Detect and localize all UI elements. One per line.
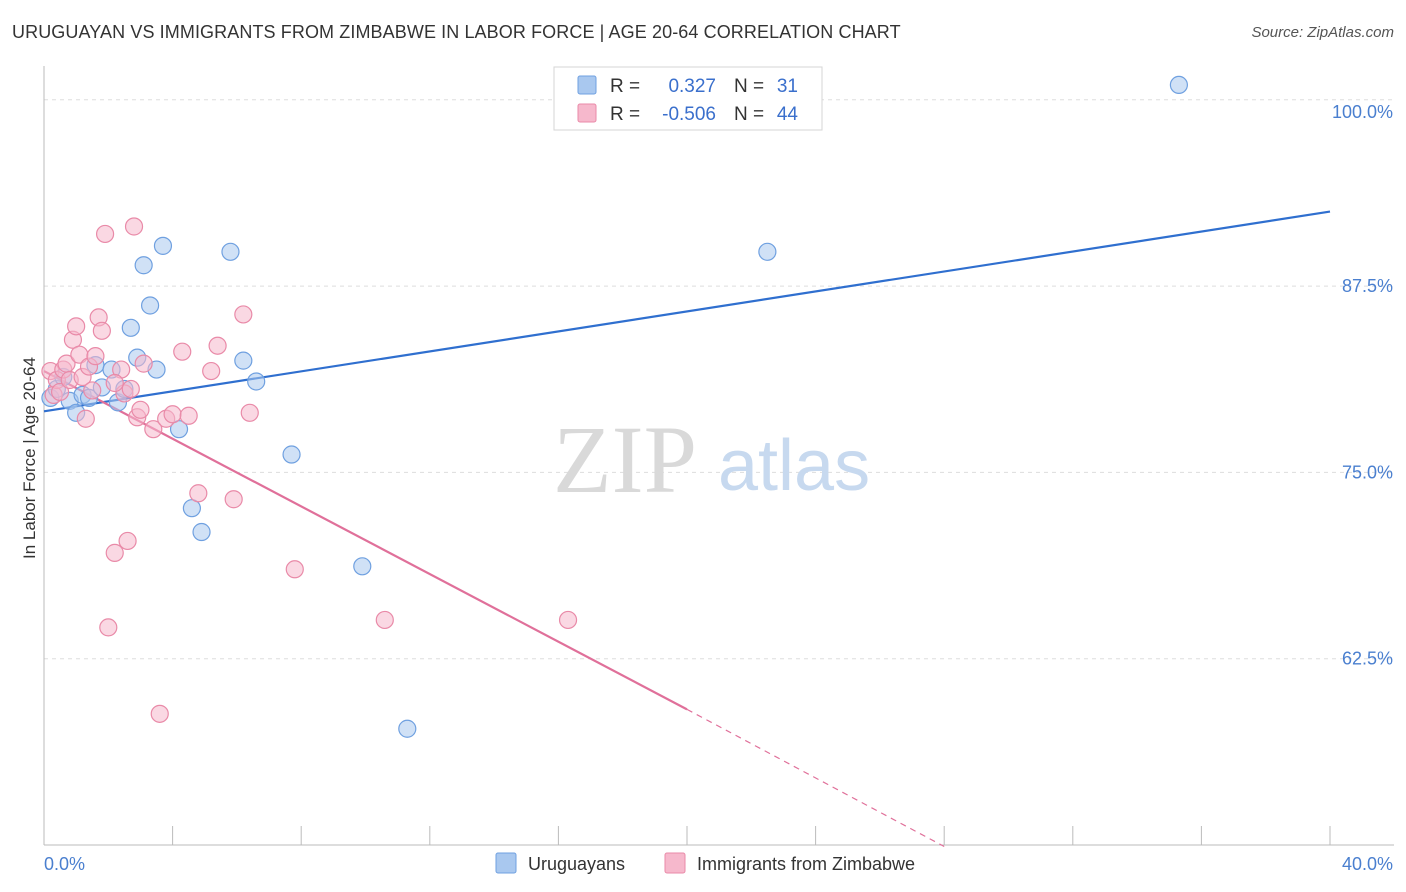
uruguayan-point-21: [221, 242, 240, 261]
x-tick-label-1: 40.0%: [1342, 854, 1393, 874]
source-label: Source: ZipAtlas.com: [1251, 24, 1394, 41]
zimbabwe-point-23: [121, 379, 140, 399]
zimbabwe-point-40: [285, 560, 304, 579]
legend-swatch-uruguayans: [495, 852, 517, 874]
legend-r-label: R =: [610, 104, 640, 125]
zimbabwe-point-37: [224, 490, 243, 509]
axes: [43, 66, 1394, 846]
zimbabwe-point-35: [202, 361, 221, 381]
uruguayan-point-25: [353, 557, 372, 576]
legend-r-value: -0.506: [662, 104, 716, 125]
y-tick-labels: 100.0% 87.5% 75.0% 62.5%: [1332, 102, 1393, 669]
zimbabwe-point-31: [163, 405, 182, 424]
zimbabwe-point-34: [189, 484, 208, 503]
zimbabwe-point-11: [76, 409, 95, 428]
legend-n-value: 44: [777, 104, 799, 125]
legend-swatch-zimbabwe: [664, 852, 686, 874]
zimbabwe-point-26: [131, 400, 150, 419]
zimbabwe-point-39: [240, 403, 259, 422]
legend-n-label: N =: [734, 76, 764, 97]
x-tick-label-0: 0.0%: [44, 854, 85, 874]
zimbabwe-point-16: [92, 321, 111, 340]
zimbabwe-point-33: [179, 406, 198, 425]
y-axis-label: In Labor Force | Age 20-64: [20, 357, 39, 559]
zimbabwe-trend-extension: [686, 708, 945, 848]
zimbabwe-point-24: [124, 217, 144, 236]
zimbabwe-point-29: [150, 704, 169, 723]
watermark-zip: ZIP: [553, 406, 697, 513]
zimbabwe-point-27: [134, 354, 153, 373]
uruguayan-point-24: [282, 445, 301, 464]
uruguayan-point-17: [153, 236, 173, 255]
y-tick-label-0: 100.0%: [1332, 102, 1393, 122]
zimbabwe-point-13: [83, 381, 102, 400]
watermark: ZIP atlas: [553, 406, 870, 513]
uruguayan-point-26: [398, 719, 417, 738]
trend-lines: [43, 210, 1331, 848]
zimbabwe-point-28: [144, 420, 163, 439]
watermark-atlas: atlas: [718, 426, 870, 506]
legend-r-label: R =: [610, 76, 640, 97]
zimbabwe-point-14: [86, 347, 105, 366]
legend-label-zimbabwe: Immigrants from Zimbabwe: [697, 854, 915, 874]
zimbabwe-point-19: [105, 543, 124, 562]
y-tick-label-3: 62.5%: [1342, 649, 1393, 669]
x-tick-labels: 0.0% 40.0%: [44, 854, 1393, 874]
uruguayan-point-12: [121, 318, 140, 337]
uruguayan-point-27: [758, 242, 777, 261]
zimbabwe-point-17: [95, 224, 115, 244]
uruguayan-point-14: [134, 256, 153, 275]
y-tick-label-1: 87.5%: [1342, 276, 1393, 296]
zimbabwe-point-43: [105, 373, 124, 393]
zimbabwe-point-8: [67, 317, 86, 336]
zimbabwe-point-32: [173, 342, 192, 361]
legend-n-value: 31: [777, 76, 798, 97]
legend-box: [553, 66, 823, 131]
legend-label-uruguayans: Uruguayans: [528, 854, 625, 874]
zimbabwe-point-41: [375, 610, 394, 630]
zimbabwe-point-3: [50, 382, 70, 402]
chart-title: URUGUAYAN VS IMMIGRANTS FROM ZIMBABWE IN…: [12, 22, 901, 42]
uruguayan-point-22: [234, 351, 253, 370]
legend-swatch-blue: [577, 75, 597, 95]
uruguayan-point-20: [192, 522, 211, 542]
zimbabwe-point-18: [99, 618, 118, 637]
legend-r-value: 0.327: [668, 76, 716, 97]
zimbabwe-point-36: [208, 336, 227, 355]
series-legend: Uruguayans Immigrants from Zimbabwe: [495, 852, 915, 874]
uruguayan-point-15: [140, 296, 160, 315]
zimbabwe-point-22: [118, 531, 137, 551]
correlation-legend: R = 0.327 N = 31 R = -0.506 N = 44: [553, 66, 823, 131]
legend-swatch-pink: [577, 103, 597, 123]
uruguayan-point-28: [1169, 75, 1188, 95]
zimbabwe-point-42: [558, 610, 578, 630]
data-points: [41, 75, 1188, 738]
uruguayan-point-23: [247, 372, 266, 391]
y-tick-label-2: 75.0%: [1342, 462, 1393, 482]
legend-n-label: N =: [734, 104, 764, 125]
zimbabwe-point-38: [234, 305, 253, 324]
